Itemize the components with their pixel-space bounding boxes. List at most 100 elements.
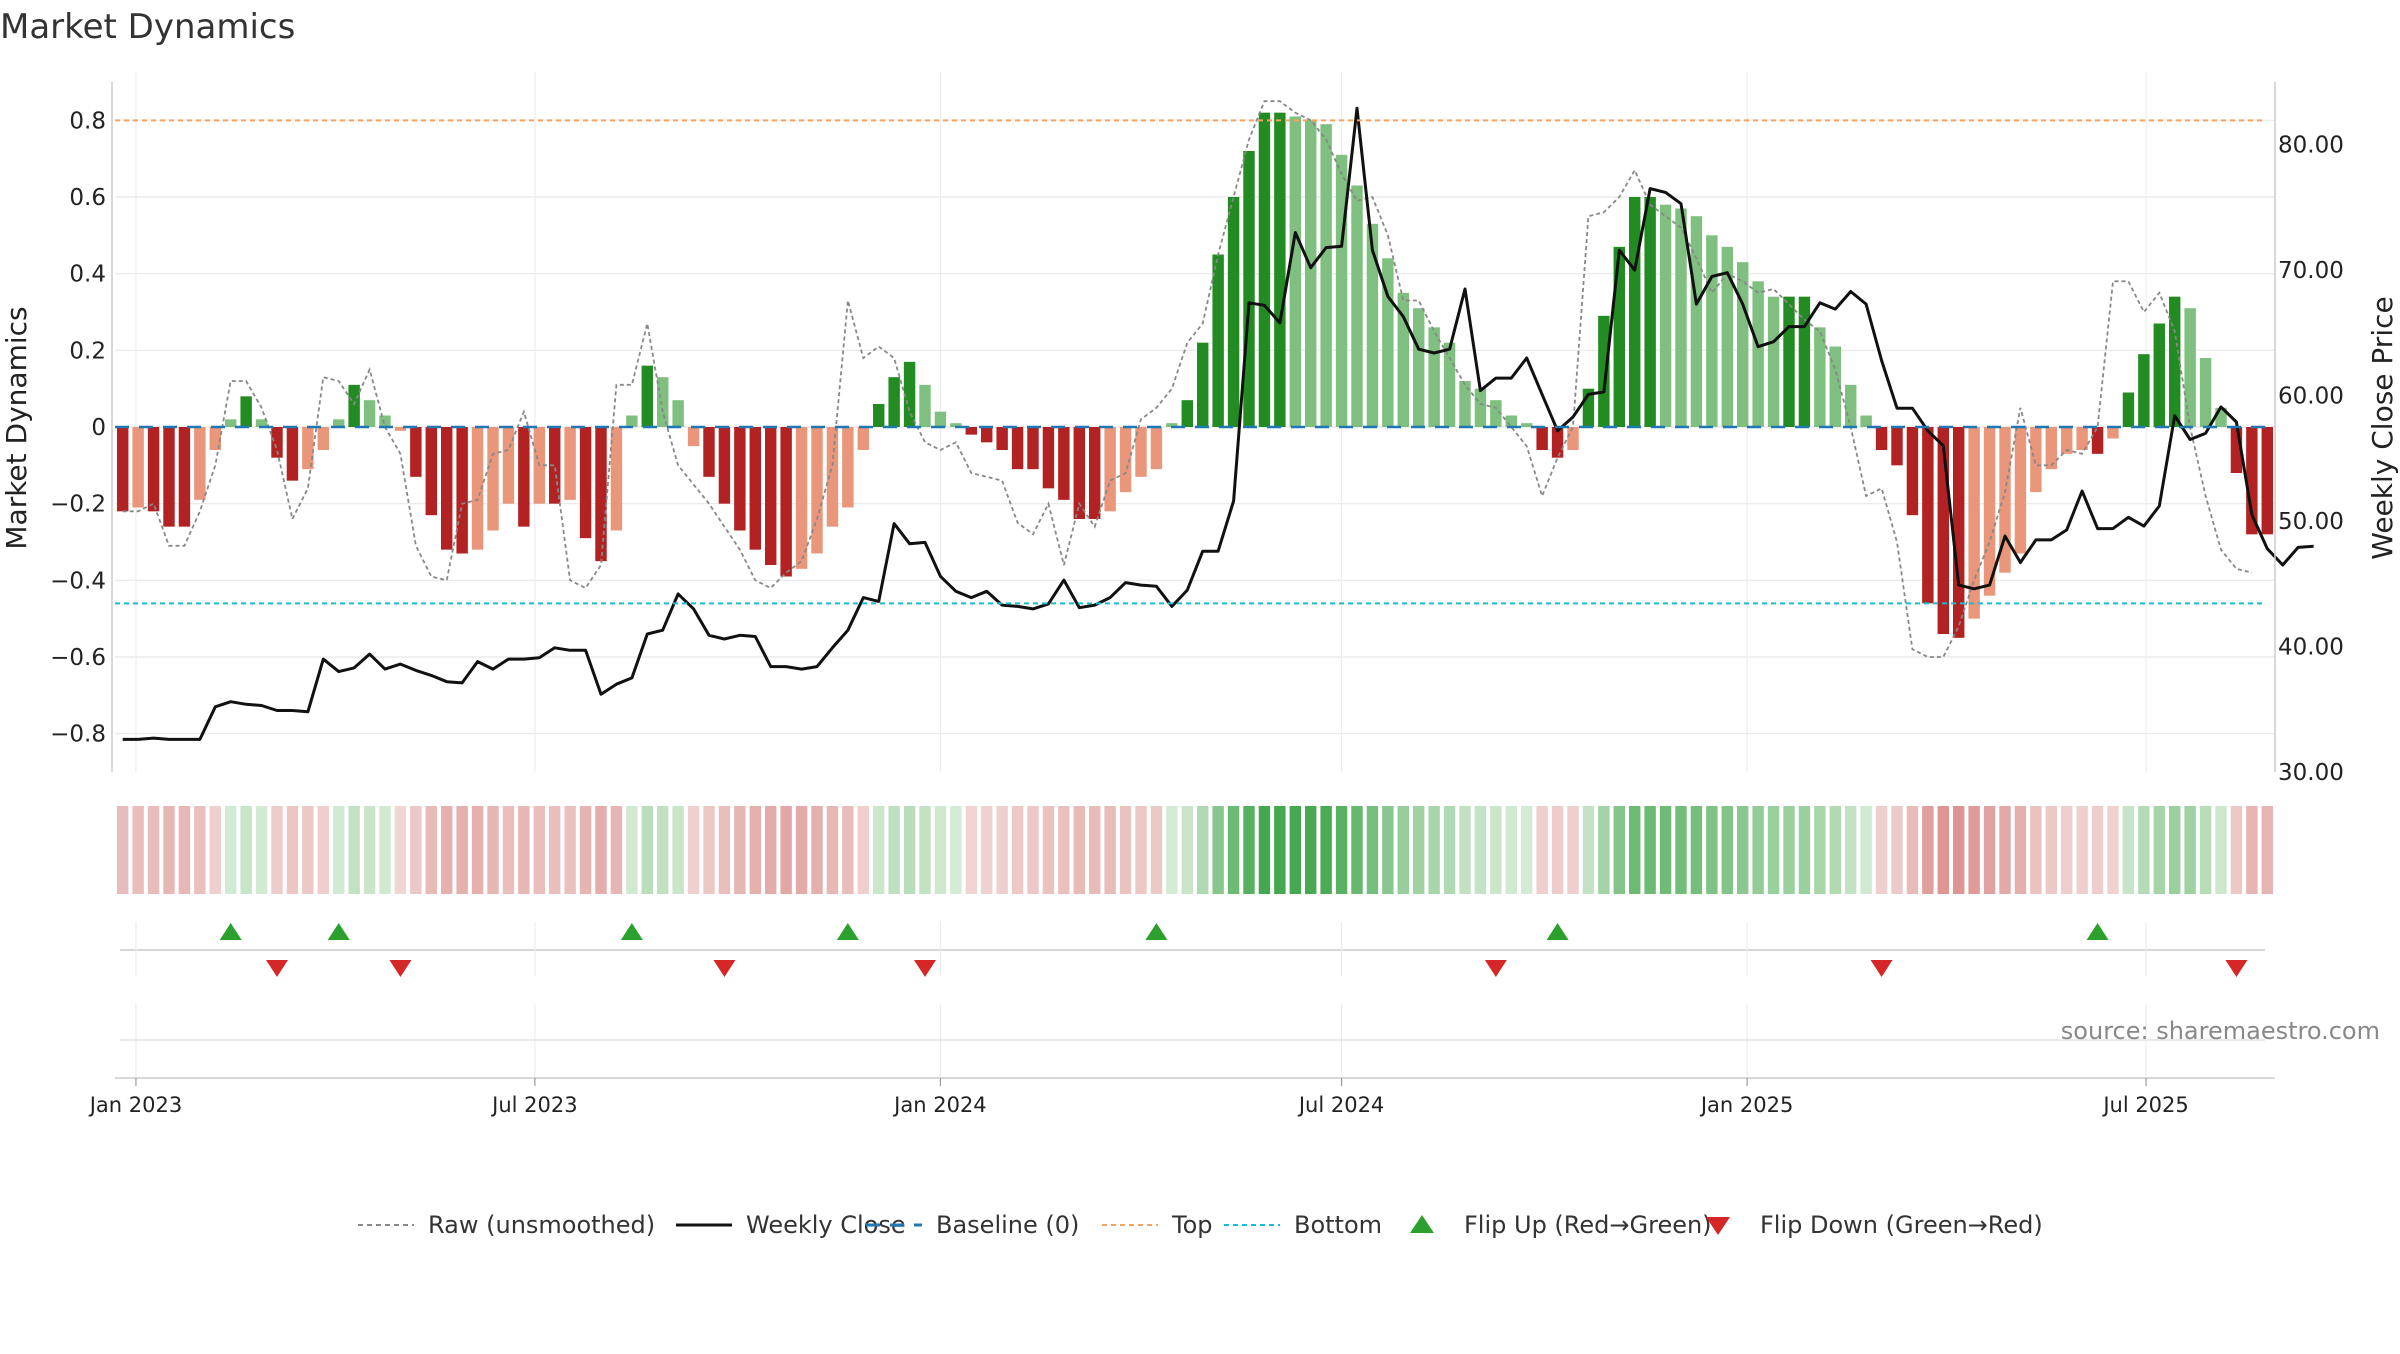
heat-cell <box>2076 806 2088 894</box>
momentum-bar <box>410 427 422 477</box>
heat-cell <box>1845 806 1857 894</box>
heat-cell <box>132 806 144 894</box>
momentum-bar <box>1505 415 1517 427</box>
heat-cell <box>1413 806 1425 894</box>
heat-cell <box>1551 806 1564 894</box>
momentum-bar <box>441 427 453 550</box>
momentum-bar <box>903 361 916 427</box>
momentum-bar <box>1397 292 1409 427</box>
heat-cell <box>2045 806 2057 894</box>
momentum-bar <box>1891 427 1903 466</box>
momentum-bar <box>1490 400 1502 427</box>
heat-cell <box>1953 806 1965 894</box>
heat-cell <box>487 806 499 894</box>
heat-cell <box>147 806 160 894</box>
flip-up-marker <box>1546 923 1569 940</box>
momentum-bar <box>2246 427 2258 535</box>
momentum-bar <box>1675 208 1687 427</box>
left-axis: 0.8 0.6 0.4 0.2 0 −0.2 −0.4 −0.6 −0.8 <box>50 82 113 772</box>
heat-cell <box>1675 806 1687 894</box>
heat-cell <box>1690 806 1703 894</box>
heat-cell <box>965 806 977 894</box>
heat-cell <box>657 806 669 894</box>
momentum-bar <box>1922 427 1934 604</box>
heat-cell <box>1829 806 1841 894</box>
heat-cell <box>826 806 839 894</box>
heat-cell <box>2107 806 2119 894</box>
heat-cell <box>610 806 623 894</box>
momentum-bar <box>348 384 360 427</box>
reference-lines <box>115 119 2265 605</box>
momentum-bar <box>2030 427 2042 493</box>
heat-cell <box>1906 806 1919 894</box>
date-tick-label: Jul 2023 <box>490 1093 577 1117</box>
momentum-bar <box>1798 296 1811 427</box>
heat-cell <box>734 806 746 894</box>
heat-cell <box>1397 806 1409 894</box>
flip-markers-panel <box>120 922 2265 977</box>
momentum-bar <box>703 427 715 477</box>
heat-cell <box>1521 806 1533 894</box>
heat-cell <box>1937 806 1949 894</box>
momentum-bar <box>2076 427 2088 450</box>
momentum-bar <box>2261 427 2273 535</box>
momentum-bar <box>1814 327 1826 427</box>
momentum-bar <box>2184 308 2196 427</box>
heat-cell <box>1814 806 1826 894</box>
momentum-bar <box>1459 381 1471 427</box>
heat-cell <box>425 806 437 894</box>
momentum-bar <box>2091 427 2104 454</box>
momentum-bar <box>379 415 391 427</box>
momentum-bar <box>2199 358 2212 427</box>
momentum-bar <box>1737 262 1749 427</box>
momentum-bar <box>549 427 561 504</box>
heat-cell <box>286 806 299 894</box>
right-tick-label: 30.00 <box>2278 760 2344 786</box>
chart-legend: Raw (unsmoothed) Weekly Close Baseline (0)… <box>358 1211 2043 1239</box>
heat-cell <box>1212 806 1224 894</box>
momentum-bar <box>2061 427 2073 454</box>
momentum-bar <box>425 427 437 516</box>
flip-up-marker <box>620 923 643 940</box>
heat-cell <box>117 806 129 894</box>
momentum-bar <box>1212 254 1224 427</box>
momentum-bar <box>1845 384 1857 427</box>
momentum-bar <box>826 427 839 527</box>
heat-cell <box>1320 806 1332 894</box>
momentum-bar <box>1166 423 1178 427</box>
momentum-bar <box>873 404 885 427</box>
heat-cell <box>1443 806 1456 894</box>
heat-cell <box>518 806 530 894</box>
heat-cell <box>1999 806 2011 894</box>
heat-cell <box>441 806 453 894</box>
momentum-bar <box>1351 185 1363 427</box>
momentum-bar <box>657 377 669 427</box>
left-tick-label: −0.4 <box>50 568 106 594</box>
momentum-bar <box>1983 427 1996 596</box>
flip-up-marker <box>327 923 350 940</box>
momentum-bar <box>1767 296 1780 427</box>
momentum-bar <box>1011 427 1024 470</box>
heat-cell <box>1119 806 1132 894</box>
heat-cell <box>456 806 468 894</box>
momentum-bar <box>1551 427 1564 458</box>
momentum-bar <box>2138 354 2150 427</box>
momentum-bar <box>1968 427 1980 619</box>
momentum-bar <box>2122 392 2135 427</box>
legend-label: Flip Up (Red→Green) <box>1464 1211 1712 1239</box>
momentum-bar <box>996 427 1008 450</box>
momentum-bar <box>1428 327 1440 427</box>
heat-cell <box>1274 806 1286 894</box>
heat-cell <box>2061 806 2073 894</box>
heat-cell <box>1968 806 1980 894</box>
momentum-bar <box>2215 407 2227 427</box>
legend-item: Raw (unsmoothed) <box>358 1211 655 1239</box>
left-tick-label: 0.8 <box>69 108 106 134</box>
heat-cell <box>903 806 916 894</box>
heat-cell <box>410 806 422 894</box>
right-axis: 80.00 70.00 60.00 50.00 40.00 30.00 <box>2274 82 2344 786</box>
momentum-bar <box>1721 246 1733 427</box>
heat-cell <box>857 806 869 894</box>
